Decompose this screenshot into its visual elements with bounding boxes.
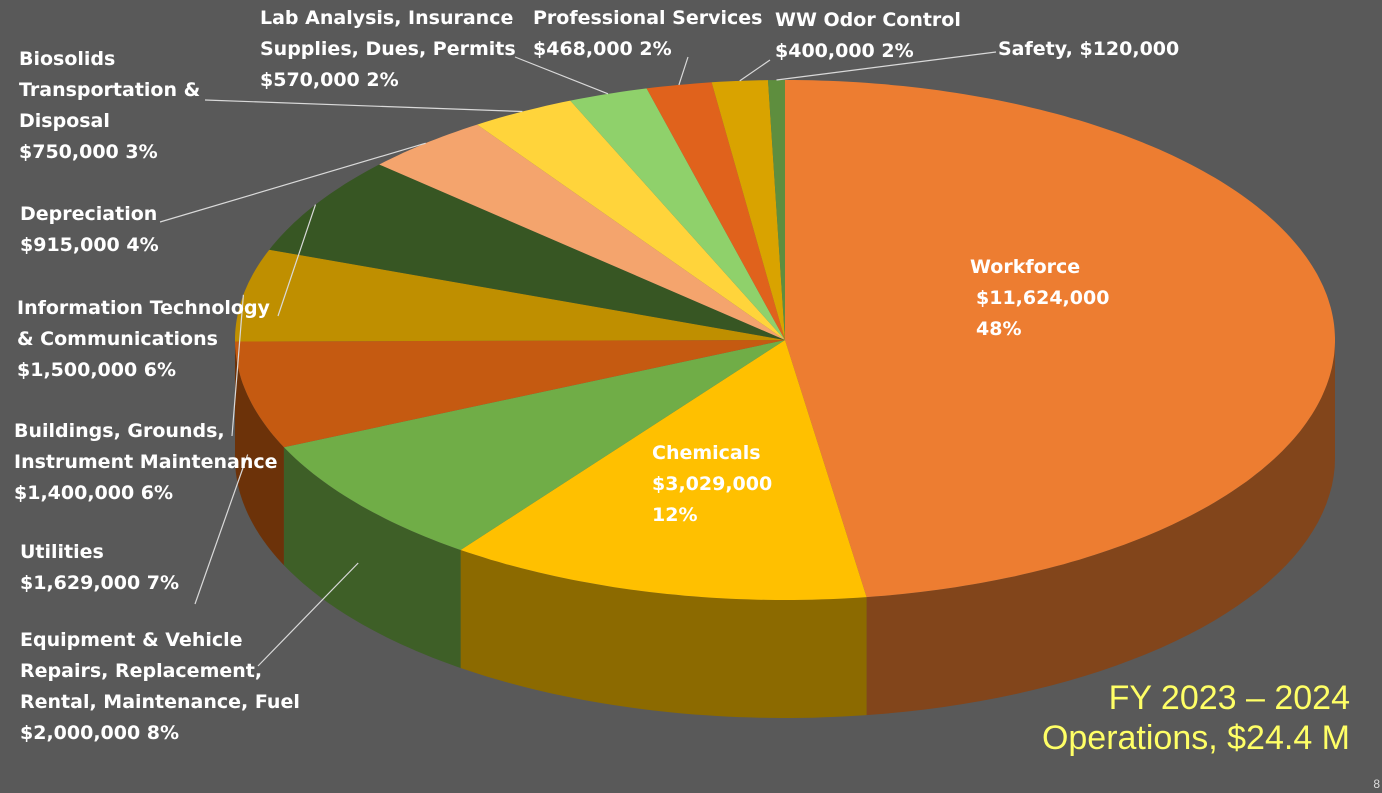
- leader-line-utilities: [194, 454, 249, 605]
- pie-slice-workforce: [785, 80, 1335, 598]
- pie-slice-biosolids-transportation-disposal: [477, 100, 785, 340]
- leader-line-equipment-vehicle-repairs-replacement-rental-maintenance-fuel: [257, 562, 359, 667]
- leader-lines: [159, 51, 997, 667]
- label-workforce: Workforce $11,624,000 48%: [970, 256, 1110, 340]
- pie-side-chemicals: [460, 550, 867, 718]
- title-operations-total: Operations, $24.4 M: [1041, 719, 1350, 757]
- pie-slice-depreciation: [379, 124, 785, 340]
- pie-slice-safety: [768, 80, 785, 340]
- leader-line-biosolids-transportation-disposal: [204, 99, 523, 113]
- label-information-technology: Information Technology & Communications …: [17, 297, 270, 381]
- label-biosolids: Biosolids Transportation & Disposal $750…: [19, 48, 201, 163]
- chart-title: FY 2023 – 2024 Operations, $24.4 M: [1042, 678, 1350, 758]
- label-chemicals: Chemicals $3,029,000 12%: [652, 442, 773, 526]
- pie-sides: [235, 340, 1335, 718]
- pie-slice-buildings-grounds-instrument-maintenance: [235, 249, 785, 342]
- leader-line-depreciation: [159, 142, 426, 223]
- pie-slices: [235, 80, 1335, 600]
- label-equipment: Equipment & Vehicle Repairs, Replacement…: [20, 629, 300, 744]
- leader-line-ww-odor-control: [739, 59, 771, 82]
- leader-line-professional-services: [678, 56, 689, 86]
- label-buildings: Buildings, Grounds, Instrument Maintenan…: [14, 420, 278, 504]
- label-ww-odor-control: WW Odor Control $400,000 2%: [775, 9, 961, 62]
- pie-slice-equipment-vehicle-repairs-replacement-rental-maintenance-fuel: [283, 340, 785, 550]
- leader-line-information-technology-communications: [277, 204, 317, 317]
- pie-side-equipment-vehicle-repairs-replacement-rental-maintenance-fuel: [283, 447, 461, 668]
- label-utilities: Utilities $1,629,000 7%: [20, 541, 180, 594]
- label-safety: Safety, $120,000: [998, 38, 1180, 60]
- title-fiscal-year: FY 2023 – 2024: [1108, 679, 1350, 717]
- slide-number: 8: [1373, 777, 1380, 791]
- label-depreciation: Depreciation $915,000 4%: [20, 203, 159, 256]
- label-professional-services: Professional Services $468,000 2%: [533, 7, 763, 60]
- pie-slice-ww-odor-control: [711, 80, 785, 340]
- pie-slice-professional-services: [646, 82, 785, 341]
- leader-line-safety: [776, 51, 997, 81]
- pie-slice-lab-analysis-insurance-supplies-dues-permits: [570, 88, 785, 341]
- leader-line-buildings-grounds-instrument-maintenance: [231, 294, 244, 437]
- pie-side-utilities: [235, 341, 284, 566]
- pie-side-workforce: [866, 340, 1335, 716]
- pie-slice-information-technology-communications: [269, 164, 785, 340]
- pie-slice-chemicals: [460, 340, 867, 600]
- pie-slice-utilities: [235, 340, 785, 448]
- label-lab-analysis: Lab Analysis, Insurance Supplies, Dues, …: [260, 7, 516, 91]
- leader-line-lab-analysis-insurance-supplies-dues-permits: [514, 56, 609, 95]
